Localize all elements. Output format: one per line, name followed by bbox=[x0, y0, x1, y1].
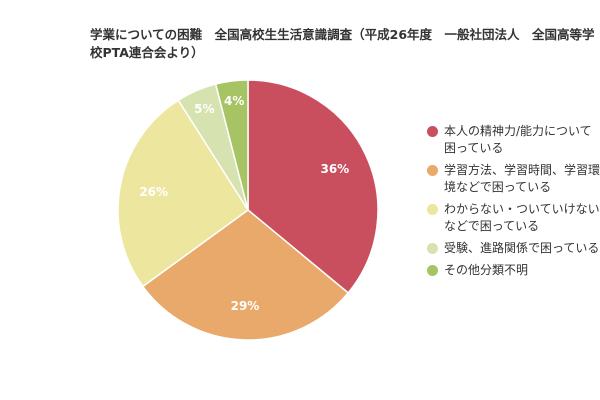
chart-title: 学業についての困難 全国高校生生活意識調査（平成26年度 一般社団法人 全国高等… bbox=[90, 27, 595, 60]
legend-label: その他分類不明 bbox=[444, 263, 529, 277]
legend-marker-icon bbox=[427, 165, 438, 176]
slice-value-label-2: 29% bbox=[231, 299, 260, 313]
legend-label: 受験、進路関係で困っている bbox=[444, 241, 600, 255]
legend-marker-icon bbox=[427, 265, 438, 276]
legend-marker-icon bbox=[427, 126, 438, 137]
legend-item-1[interactable]: 本人の精神力/能力について困っている bbox=[427, 123, 600, 157]
slice-value-label-4: 5% bbox=[194, 102, 214, 116]
legend-item-3[interactable]: わからない・ついていけないなどで困っている bbox=[427, 201, 600, 235]
legend-marker-icon bbox=[427, 204, 438, 215]
pie-slice-1[interactable] bbox=[247, 79, 379, 294]
pie-slice-5[interactable] bbox=[214, 79, 249, 211]
legend-label: 学習方法、学習時間、学習環境などで困っている bbox=[444, 163, 600, 194]
pie-slice-3[interactable] bbox=[117, 99, 250, 288]
legend-item-4[interactable]: 受験、進路関係で困っている bbox=[427, 240, 600, 257]
legend-item-5[interactable]: その他分類不明 bbox=[427, 262, 600, 279]
legend-marker-icon bbox=[427, 243, 438, 254]
slice-value-label-1: 36% bbox=[320, 162, 349, 176]
slice-value-label-5: 4% bbox=[224, 94, 244, 108]
slice-value-label-3: 26% bbox=[139, 185, 168, 199]
pie-slice-2[interactable] bbox=[141, 209, 350, 341]
legend: 本人の精神力/能力について困っている 学習方法、学習時間、学習環境などで困っている… bbox=[427, 123, 600, 284]
legend-item-2[interactable]: 学習方法、学習時間、学習環境などで困っている bbox=[427, 162, 600, 196]
legend-label: わからない・ついていけないなどで困っている bbox=[444, 202, 600, 233]
legend-label: 本人の精神力/能力について困っている bbox=[444, 124, 592, 155]
